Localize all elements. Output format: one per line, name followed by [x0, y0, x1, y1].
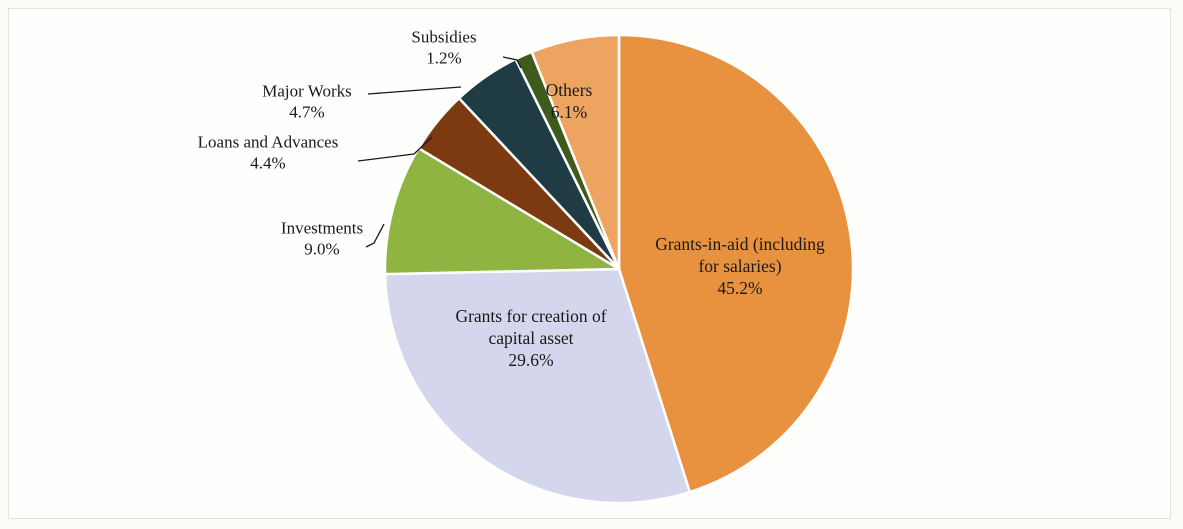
slice-label-investments: Investments: [281, 218, 363, 237]
pie-slice-others: [530, 33, 621, 271]
slice-label-grants-for-creation-of-capital-asset-line-1: Grants for creation of: [455, 306, 606, 326]
pie-slice-grants-for-creation-of-capital-asset: [383, 267, 692, 505]
slice-percent-loans-and-advances: 4.4%: [250, 153, 285, 172]
slice-label-others: Others: [546, 80, 593, 100]
slice-label-grants-in-aid-including-for-salaries-line-2: for salaries): [698, 256, 781, 276]
leader-line-subsidies: [502, 56, 522, 69]
leader-line-loans-and-advances: [357, 136, 433, 162]
slice-label-grants-in-aid-including-for-salaries-line-1: Grants-in-aid (including: [655, 234, 825, 254]
slice-label-major-works: Major Works: [262, 81, 351, 100]
slice-label-loans-and-advances: Loans and Advances: [198, 132, 339, 151]
slice-percent-investments: 9.0%: [304, 239, 339, 258]
pie-slice-investments: [383, 146, 621, 276]
slice-label-subsidies: Subsidies: [411, 27, 476, 46]
slice-percent-grants-in-aid-including-for-salaries: 45.2%: [717, 278, 762, 298]
leader-line-investments: [365, 223, 385, 248]
slice-percent-others: 6.1%: [551, 102, 587, 122]
slice-label-grants-for-creation-of-capital-asset-line-2: capital asset: [488, 328, 573, 348]
slice-percent-subsidies: 1.2%: [426, 48, 461, 67]
leader-line-major-works: [367, 86, 462, 95]
slice-percent-grants-for-creation-of-capital-asset: 29.6%: [508, 350, 553, 370]
slice-percent-major-works: 4.7%: [289, 102, 324, 121]
pie-slice-grants-in-aid-including-for-salaries: [617, 33, 855, 494]
